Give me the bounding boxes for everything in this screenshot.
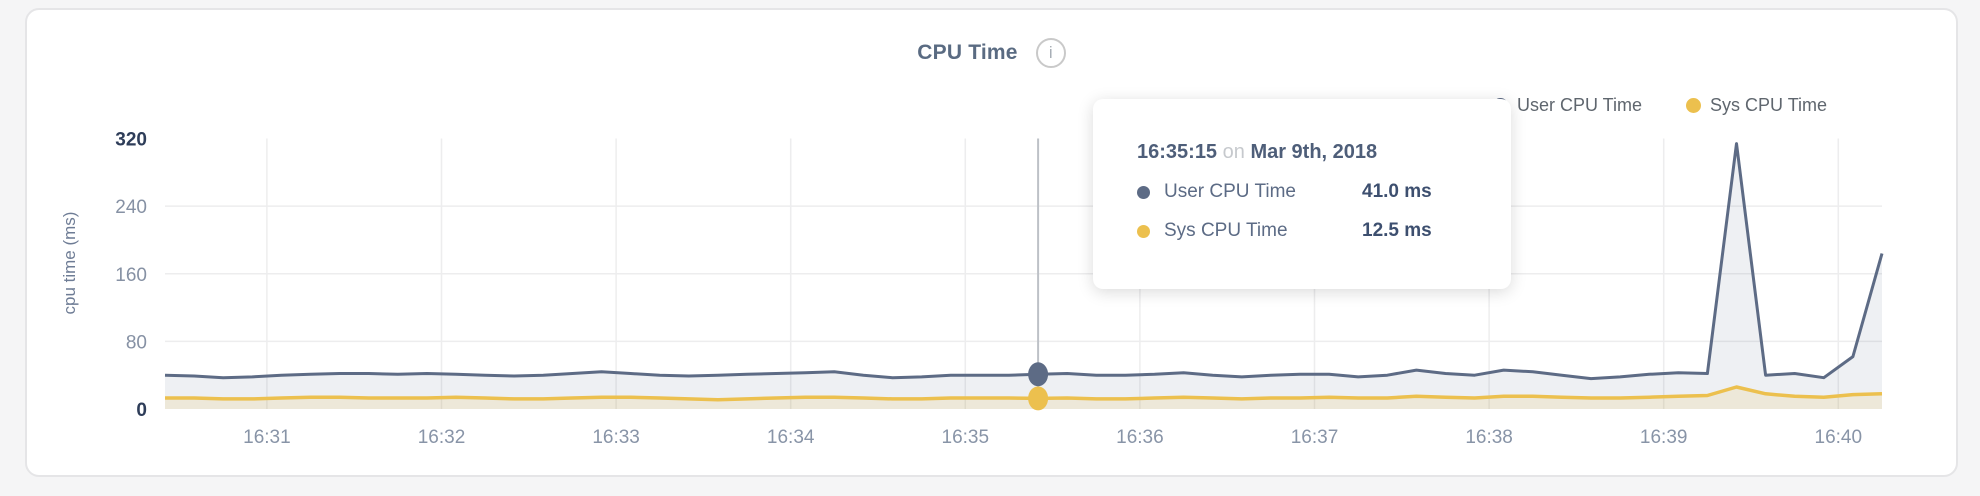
tooltip-marker-user-icon bbox=[1137, 185, 1150, 199]
legend-item-user[interactable]: User CPU Time bbox=[1493, 95, 1642, 116]
svg-text:16:35: 16:35 bbox=[942, 427, 990, 448]
svg-text:0: 0 bbox=[136, 400, 147, 421]
tooltip-row-user: User CPU Time 41.0 ms bbox=[1137, 181, 1483, 203]
tooltip-time: 16:35:15 bbox=[1137, 141, 1218, 163]
legend-label-sys: Sys CPU Time bbox=[1710, 95, 1828, 115]
tooltip-title: 16:35:15 on Mar 9th, 2018 bbox=[1137, 141, 1483, 164]
legend-label-user: User CPU Time bbox=[1517, 95, 1643, 115]
svg-text:16:31: 16:31 bbox=[243, 427, 291, 448]
tooltip-row-sys: Sys CPU Time 12.5 ms bbox=[1137, 220, 1483, 242]
svg-text:16:39: 16:39 bbox=[1640, 427, 1688, 448]
card-header: CPU Time i bbox=[25, 38, 1958, 68]
tooltip-connector: on bbox=[1222, 141, 1245, 163]
svg-text:16:33: 16:33 bbox=[592, 427, 640, 448]
svg-text:160: 160 bbox=[115, 265, 147, 286]
svg-text:16:34: 16:34 bbox=[767, 427, 815, 448]
svg-text:16:37: 16:37 bbox=[1291, 427, 1339, 448]
legend-marker-sys-icon bbox=[1686, 98, 1702, 113]
chart-tooltip: 16:35:15 on Mar 9th, 2018 User CPU Time … bbox=[1093, 99, 1511, 289]
svg-text:320: 320 bbox=[115, 130, 147, 151]
tooltip-value-sys: 12.5 ms bbox=[1362, 220, 1432, 241]
tooltip-value-user: 41.0 ms bbox=[1362, 181, 1432, 202]
svg-text:16:36: 16:36 bbox=[1116, 427, 1164, 448]
svg-text:80: 80 bbox=[126, 332, 147, 353]
legend: User CPU Time Sys CPU Time bbox=[1493, 95, 1827, 116]
chart-title: CPU Time bbox=[917, 41, 1018, 64]
tooltip-marker-sys-icon bbox=[1137, 224, 1150, 238]
tooltip-label-sys: Sys CPU Time bbox=[1164, 220, 1288, 241]
info-icon[interactable]: i bbox=[1035, 38, 1066, 68]
tooltip-label-user: User CPU Time bbox=[1164, 181, 1296, 202]
svg-text:16:38: 16:38 bbox=[1465, 427, 1513, 448]
tooltip-date: Mar 9th, 2018 bbox=[1250, 141, 1378, 163]
svg-text:16:40: 16:40 bbox=[1815, 427, 1863, 448]
svg-text:240: 240 bbox=[115, 197, 147, 218]
svg-text:16:32: 16:32 bbox=[418, 427, 466, 448]
legend-item-sys[interactable]: Sys CPU Time bbox=[1686, 95, 1827, 116]
y-axis-title: cpu time (ms) bbox=[60, 211, 79, 315]
